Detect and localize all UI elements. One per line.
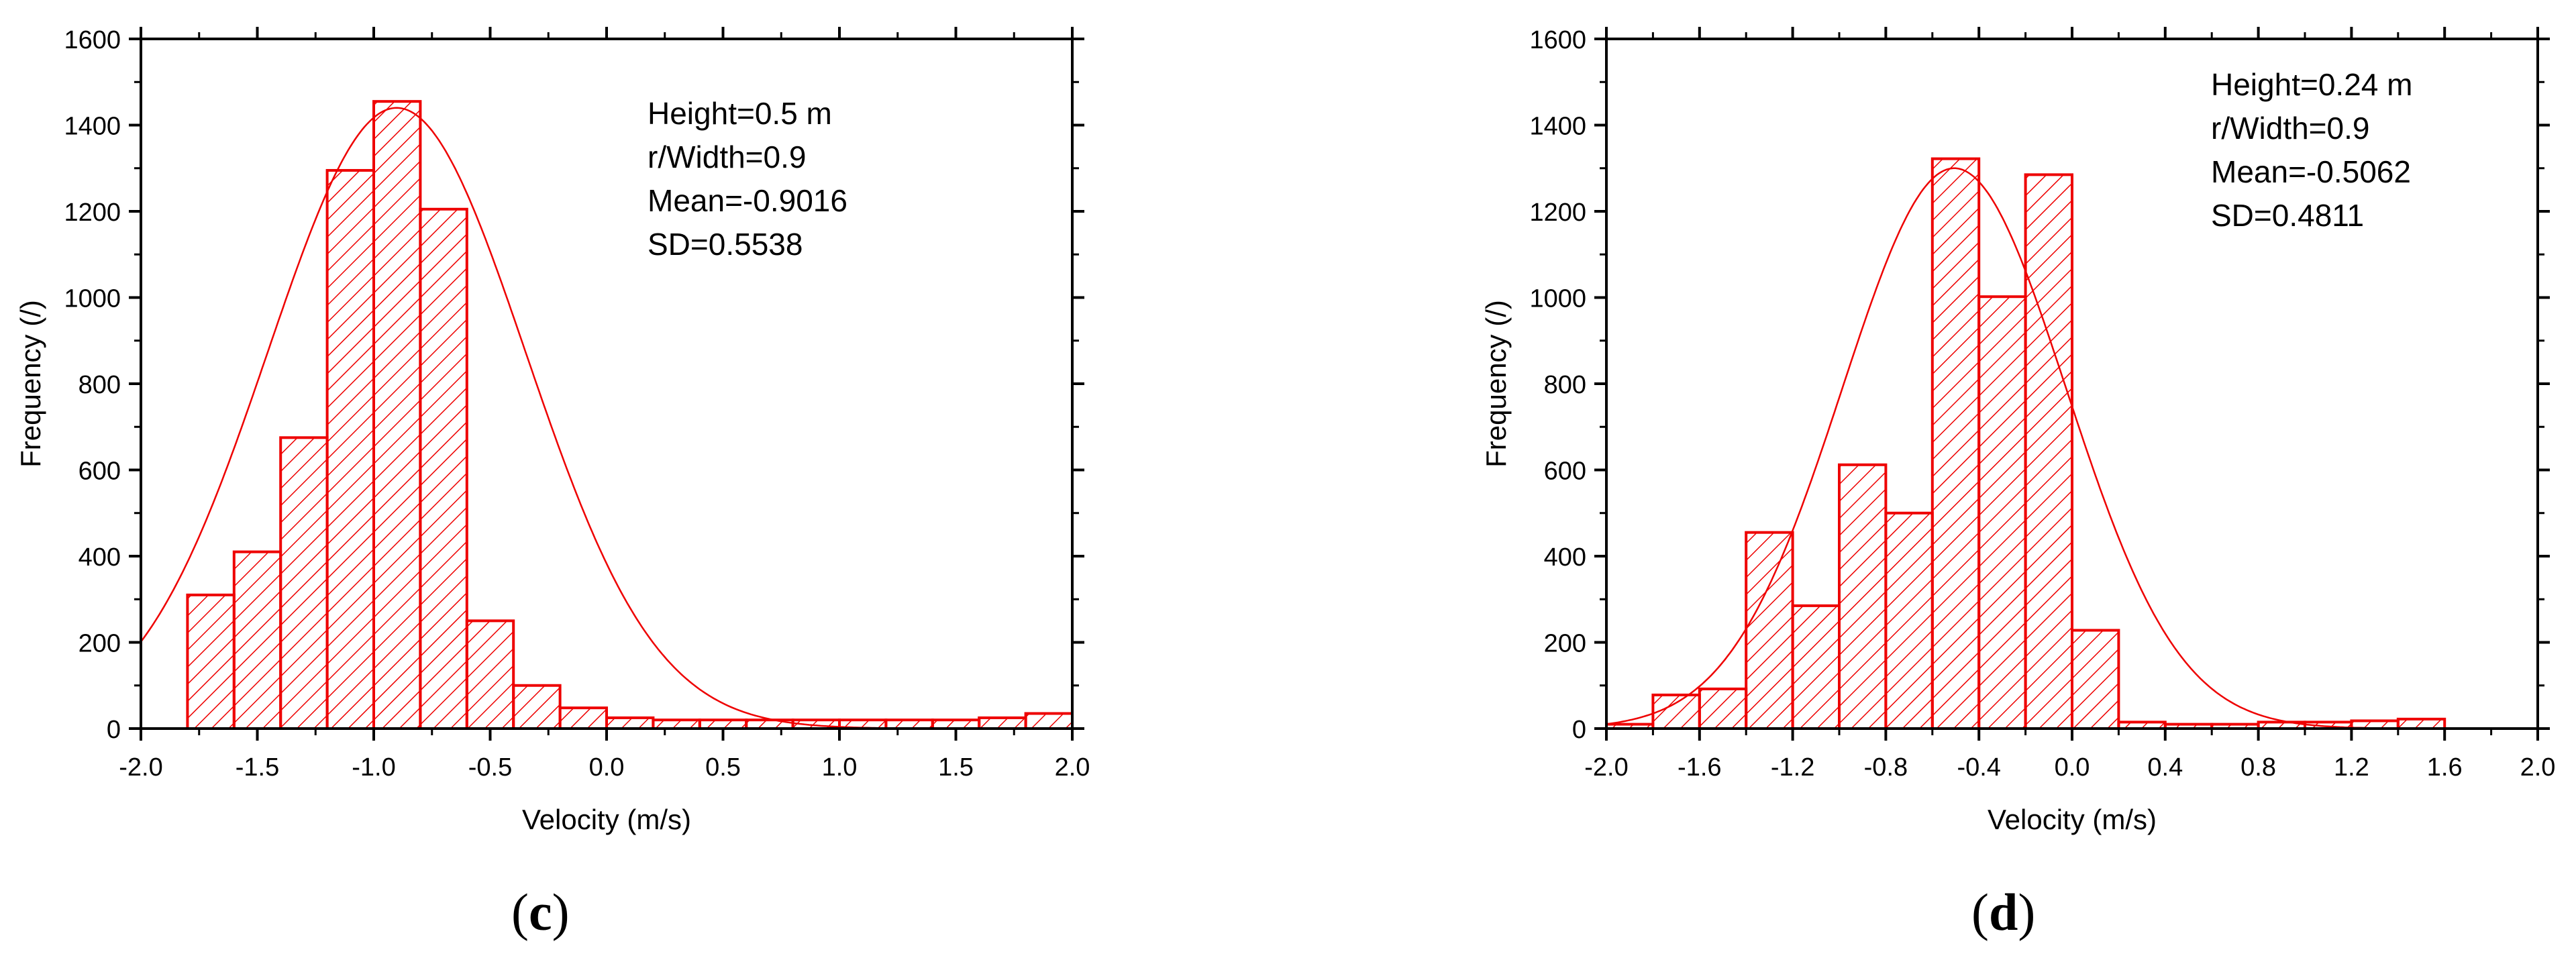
stats-annotation: SD=0.4811 [2211, 198, 2364, 233]
caption-c: (c) [511, 883, 570, 941]
y-axis-label: Frequency (/) [1480, 300, 1512, 468]
chart-c: -2.0 -1.5 -1.0 -0.5 0.0 0.5 1.0 1.5 2.0 0 200 400 60… [15, 26, 1090, 835]
x-tick-label: 1.0 [822, 753, 858, 782]
histogram-bar [465, 619, 515, 730]
x-tick-label: 2.0 [1055, 753, 1090, 782]
histogram-bar [1698, 687, 1748, 731]
x-tick-label: 2.0 [2520, 753, 2556, 782]
x-tick-label: 1.2 [2334, 753, 2369, 782]
y-axis-label: Frequency (/) [15, 300, 46, 468]
histogram-bar [372, 100, 422, 731]
stats-annotation: Height=0.24 m [2211, 67, 2412, 102]
chart-d: -2.0 -1.6 -1.2 -0.8 -0.4 0.0 0.4 0.8 1.2 1.6 2.0 0 2… [1480, 26, 2555, 835]
histogram-bar [978, 716, 1027, 730]
x-tick-label: -1.5 [236, 753, 279, 782]
x-tick-label: 0.8 [2240, 753, 2276, 782]
histogram-bar [1651, 693, 1701, 731]
x-tick-label: -0.5 [468, 753, 512, 782]
x-tick-label: 1.5 [938, 753, 974, 782]
stats-annotation: Height=0.5 m [648, 96, 832, 131]
histogram-bar [2396, 717, 2446, 730]
stats-annotation: r/Width=0.9 [648, 140, 807, 174]
histogram-bar [2024, 173, 2074, 730]
y-tick-label: 0 [1572, 716, 1586, 744]
y-tick-label: 600 [1544, 458, 1586, 486]
histogram-bar [279, 436, 329, 730]
stats-annotation: Mean=-0.5062 [2211, 154, 2411, 189]
y-tick-label: 1000 [64, 285, 121, 313]
histogram-bar [558, 706, 608, 731]
x-tick-label: -0.4 [1957, 753, 2000, 782]
y-tick-label: 800 [1544, 371, 1586, 399]
x-tick-label: 0.0 [589, 753, 625, 782]
x-tick-label: 0.4 [2147, 753, 2183, 782]
x-tick-label: -2.0 [119, 753, 162, 782]
histogram-bar [419, 207, 468, 731]
caption-d-letter: d [1988, 883, 2018, 941]
y-tick-label: 400 [79, 543, 121, 572]
y-tick-label: 1000 [1529, 285, 1586, 313]
histogram-bar [2071, 629, 2120, 731]
x-axis-label: Velocity (m/s) [1988, 804, 2157, 835]
y-tick-label: 0 [107, 716, 121, 744]
stats-annotation: r/Width=0.9 [2211, 111, 2370, 146]
stats-annotation: Mean=-0.9016 [648, 183, 847, 218]
histogram-bar [1884, 511, 1934, 730]
histogram-bar [1791, 604, 1841, 731]
y-tick-label: 1600 [1529, 26, 1586, 54]
histogram-bar [605, 716, 655, 730]
y-tick-label: 800 [79, 371, 121, 399]
y-tick-label: 1600 [64, 26, 121, 54]
histogram-bar [325, 168, 376, 730]
histogram-bar [1024, 712, 1074, 730]
x-tick-label: 1.6 [2427, 753, 2463, 782]
histogram-bar [186, 593, 236, 731]
x-tick-label: -1.2 [1771, 753, 1814, 782]
y-tick-label: 200 [79, 630, 121, 658]
caption-c-letter: c [528, 883, 552, 941]
x-tick-label: -1.6 [1678, 753, 1721, 782]
histogram-bar [1977, 295, 2027, 730]
histogram-bar [512, 684, 562, 730]
x-tick-label: -0.8 [1864, 753, 1908, 782]
y-tick-label: 1200 [64, 199, 121, 227]
y-tick-label: 200 [1544, 630, 1586, 658]
y-tick-label: 1400 [1529, 113, 1586, 141]
x-tick-label: -1.0 [352, 753, 395, 782]
histogram-bar [232, 550, 282, 730]
histogram-bar [1930, 157, 1981, 731]
caption-d: (d) [1971, 883, 2036, 941]
y-tick-label: 400 [1544, 543, 1586, 572]
y-tick-label: 1400 [64, 113, 121, 141]
y-tick-label: 1200 [1529, 199, 1586, 227]
x-axis-label: Velocity (m/s) [522, 804, 691, 835]
x-tick-label: 0.0 [2055, 753, 2090, 782]
y-tick-label: 600 [79, 458, 121, 486]
x-tick-label: -2.0 [1584, 753, 1628, 782]
stats-annotation: SD=0.5538 [648, 227, 803, 262]
x-tick-label: 0.5 [705, 753, 741, 782]
histogram-bar [1838, 463, 1888, 730]
histogram-bar [1745, 531, 1794, 730]
